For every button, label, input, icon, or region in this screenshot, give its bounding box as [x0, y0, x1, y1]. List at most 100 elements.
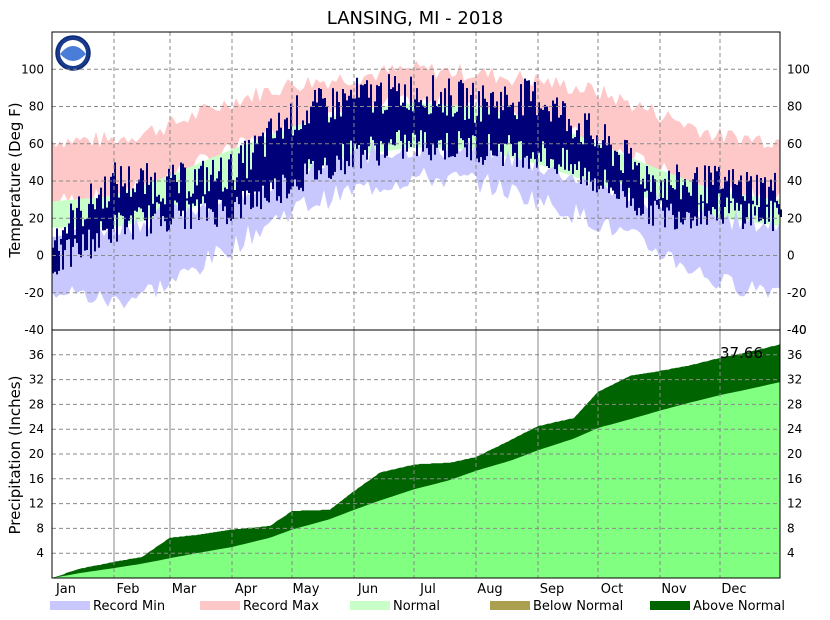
observed-day-bar: [90, 183, 92, 259]
observed-day-bar: [58, 250, 60, 271]
observed-day-bar: [622, 173, 624, 192]
observed-day-bar: [610, 144, 612, 188]
observed-day-bar: [618, 154, 620, 199]
observed-day-bar: [384, 110, 386, 158]
observed-day-bar: [614, 150, 616, 194]
observed-day-bar: [440, 91, 442, 140]
observed-day-bar: [722, 188, 724, 224]
observed-day-bar: [172, 164, 174, 219]
precipitation-total-annotation: 37.66: [720, 344, 763, 362]
observed-day-bar: [80, 210, 82, 258]
observed-day-bar: [130, 196, 132, 216]
observed-day-bar: [362, 85, 364, 155]
observed-day-bar: [54, 240, 56, 272]
precipitation-tick-left: 16: [29, 472, 44, 486]
observed-day-bar: [78, 196, 80, 255]
observed-day-bar: [608, 136, 610, 194]
precipitation-tick-left: 32: [29, 373, 44, 387]
observed-day-bar: [268, 121, 270, 203]
observed-day-bar: [436, 106, 438, 148]
observed-day-bar: [662, 198, 664, 211]
observed-day-bar: [204, 194, 206, 204]
observed-day-bar: [490, 93, 492, 151]
observed-day-bar: [482, 85, 484, 165]
legend-label: Record Min: [93, 599, 165, 614]
observed-day-bar: [336, 91, 338, 156]
observed-day-bar: [372, 112, 374, 141]
precipitation-tick-right: 24: [787, 422, 802, 436]
observed-day-bar: [468, 118, 470, 138]
observed-day-bar: [478, 91, 480, 163]
observed-day-bar: [630, 147, 632, 206]
observed-day-bar: [160, 201, 162, 227]
observed-day-bar: [92, 204, 94, 240]
temperature-tick-right: 40: [787, 174, 802, 188]
observed-day-bar: [116, 184, 118, 242]
observed-day-bar: [234, 190, 236, 202]
observed-day-bar: [488, 114, 490, 135]
observed-day-bar: [212, 159, 214, 212]
observed-day-bar: [546, 106, 548, 166]
observed-day-bar: [288, 128, 290, 194]
month-label: Jan: [55, 582, 76, 597]
legend-swatch: [350, 601, 390, 610]
observed-day-bar: [222, 191, 224, 211]
observed-day-bar: [716, 171, 718, 221]
observed-day-bar: [450, 95, 452, 157]
observed-day-bar: [498, 118, 500, 144]
observed-day-bar: [718, 166, 720, 194]
observed-day-bar: [244, 140, 246, 205]
observed-day-bar: [276, 130, 278, 201]
observed-day-bar: [568, 119, 570, 171]
observed-day-bar: [236, 177, 238, 197]
legend-swatch: [490, 601, 530, 610]
observed-day-bar: [538, 102, 540, 153]
observed-day-bar: [448, 78, 450, 158]
observed-day-bar: [616, 151, 618, 199]
observed-day-bar: [572, 138, 574, 174]
observed-day-bar: [228, 159, 230, 218]
observed-day-bar: [582, 144, 584, 177]
observed-day-bar: [462, 83, 464, 141]
temperature-tick-right: 20: [787, 211, 802, 225]
observed-day-bar: [772, 190, 774, 231]
observed-day-bar: [600, 147, 602, 186]
observed-day-bar: [604, 124, 606, 170]
observed-day-bar: [724, 176, 726, 207]
observed-day-bar: [272, 138, 274, 190]
observed-day-bar: [456, 111, 458, 154]
observed-day-bar: [418, 102, 420, 142]
observed-day-bar: [466, 88, 468, 158]
observed-day-bar: [186, 198, 188, 201]
observed-day-bar: [248, 140, 250, 193]
observed-day-bar: [192, 193, 194, 204]
month-label: Nov: [661, 582, 687, 597]
observed-day-bar: [380, 82, 382, 142]
observed-day-bar: [74, 235, 76, 239]
observed-day-bar: [322, 98, 324, 166]
observed-day-bar: [218, 171, 220, 200]
observed-day-bar: [520, 84, 522, 142]
observed-day-bar: [128, 166, 130, 221]
observed-day-bar: [270, 118, 272, 183]
observed-day-bar: [256, 144, 258, 207]
precipitation-tick-right: 20: [787, 447, 802, 461]
observed-day-bar: [64, 227, 66, 251]
observed-day-bar: [636, 165, 638, 216]
observed-day-bar: [108, 201, 110, 240]
observed-day-bar: [406, 108, 408, 152]
observed-day-bar: [726, 181, 728, 198]
temperature-axis-label: Temperature (Deg F): [6, 102, 24, 258]
observed-day-bar: [688, 192, 690, 213]
observed-day-bar: [778, 204, 780, 215]
observed-day-bar: [292, 135, 294, 187]
observed-day-bar: [534, 82, 536, 160]
observed-day-bar: [756, 174, 758, 206]
observed-day-bar: [220, 157, 222, 200]
observed-day-bar: [102, 208, 104, 231]
observed-day-bar: [580, 142, 582, 184]
observed-day-bar: [504, 86, 506, 144]
observed-day-bar: [232, 180, 234, 219]
observed-day-bar: [626, 140, 628, 208]
observed-day-bar: [752, 200, 754, 205]
